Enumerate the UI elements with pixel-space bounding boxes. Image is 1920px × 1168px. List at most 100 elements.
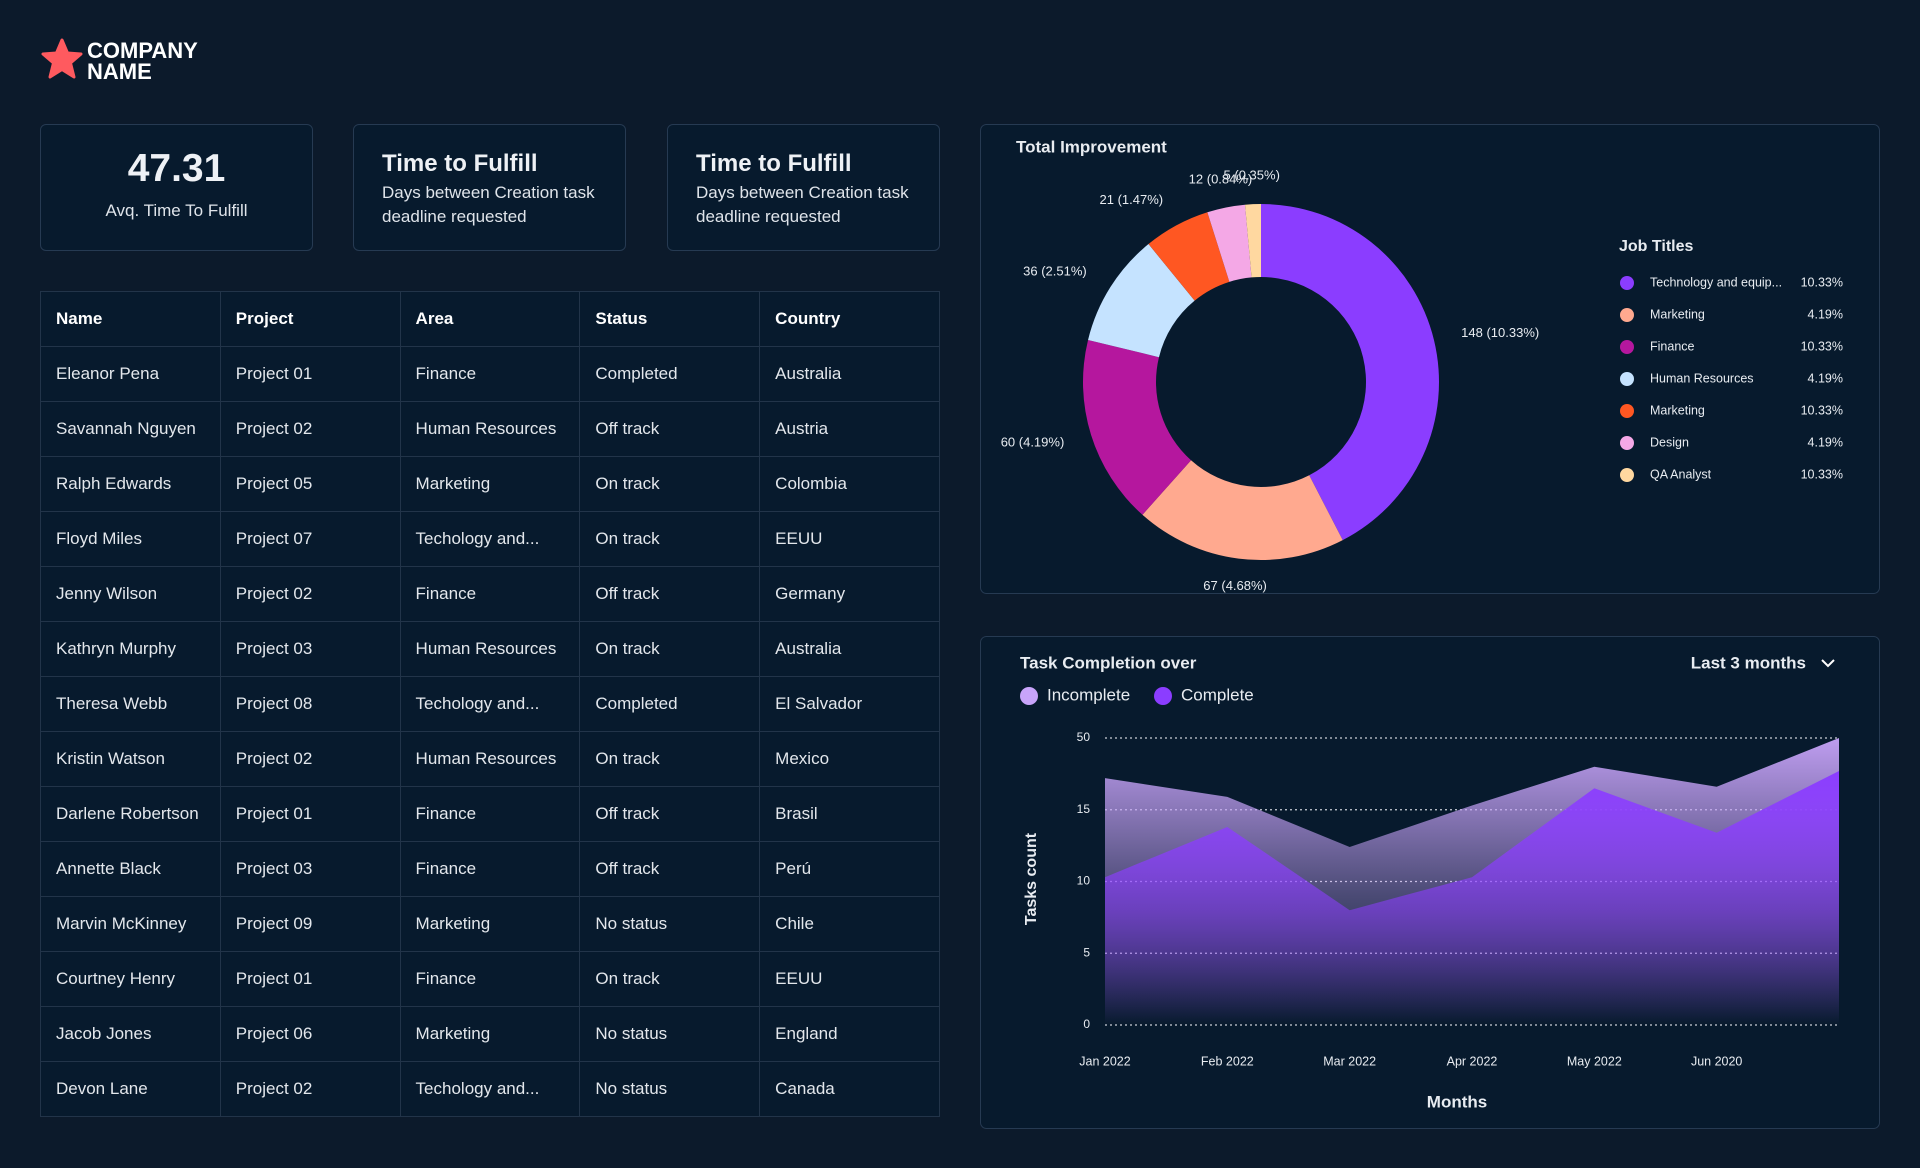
legend-name: Technology and equip... — [1650, 275, 1782, 289]
table-cell: Human Resources — [399, 731, 581, 787]
legend-value: 4.19% — [1808, 307, 1843, 321]
table-cell: Off track — [579, 786, 761, 842]
table-cell: EEUU — [759, 511, 940, 567]
table-cell: Finance — [399, 841, 581, 897]
table-cell: Kathryn Murphy — [40, 621, 221, 677]
table-row: Kathryn Murphy Project 03 Human Resources O… — [40, 621, 940, 677]
table-cell: Marvin McKinney — [40, 896, 221, 952]
table-cell: Canada — [759, 1061, 940, 1117]
column-header: Country — [759, 291, 940, 347]
y-tick-label: 50 — [1077, 730, 1091, 744]
y-tick-label: 5 — [1083, 945, 1090, 959]
area — [1105, 771, 1839, 1025]
table-cell: Kristin Watson — [40, 731, 221, 787]
kpi-text: Days between Creation task deadline requ… — [696, 183, 909, 226]
kpi-title: Time to Fulfill — [382, 150, 538, 177]
table-row: Floyd Miles Project 07 Techology and... On … — [40, 511, 940, 567]
table-cell: Courtney Henry — [40, 951, 221, 1007]
table-row: Savannah Nguyen Project 02 Human Resources… — [40, 401, 940, 457]
table-cell: Colombia — [759, 456, 940, 512]
dropdown-chevron[interactable] — [1821, 659, 1835, 668]
table-cell: Marketing — [399, 456, 581, 512]
chart-title: Total Improvement — [1016, 137, 1167, 156]
legend-value: 4.19% — [1808, 435, 1843, 449]
logo-icon — [41, 38, 83, 79]
legend-name: Human Resources — [1650, 371, 1754, 385]
table-row: Devon Lane Project 02 Techology and... No s… — [40, 1061, 940, 1117]
legend-dot — [1020, 687, 1038, 705]
dropdown[interactable]: Last 3 months — [1691, 653, 1806, 672]
table-row: Jenny Wilson Project 02 Finance Off track Ge… — [40, 566, 940, 622]
table-cell: Finance — [399, 951, 581, 1007]
legend-label: Incomplete — [1047, 685, 1130, 704]
legend-dot — [1620, 276, 1634, 290]
table-cell: Eleanor Pena — [40, 346, 221, 402]
table-cell: Project 01 — [219, 786, 401, 842]
kpi-card: Time to Fulfill Days between Creation ta… — [353, 124, 626, 251]
slice-label: 21 (1.47%) — [1100, 192, 1164, 207]
table-cell: Chile — [759, 896, 940, 952]
slice-label: 67 (4.68%) — [1203, 578, 1267, 593]
table-cell: El Salvador — [759, 676, 940, 732]
y-tick-label: 15 — [1077, 802, 1091, 816]
legend-name: Marketing — [1650, 403, 1705, 417]
table-cell: Project 02 — [219, 1061, 401, 1117]
x-tick-label: Mar 2022 — [1323, 1054, 1376, 1068]
table-cell: On track — [579, 951, 761, 1007]
x-tick-label: Jan 2022 — [1079, 1054, 1130, 1068]
table-row: Darlene Robertson Project 01 Finance Off tr… — [40, 786, 940, 842]
legend-dot — [1154, 687, 1172, 705]
y-tick-label: 10 — [1077, 874, 1091, 888]
table-cell: Project 07 — [219, 511, 401, 567]
table-row: Eleanor Pena Project 01 Finance Completed Au… — [40, 346, 940, 402]
table-row: Theresa Webb Project 08 Techology and... Co… — [40, 676, 940, 732]
table-cell: Savannah Nguyen — [40, 401, 221, 457]
column-header: Project — [219, 291, 401, 347]
table-cell: Darlene Robertson — [40, 786, 221, 842]
donut-slice — [1261, 204, 1439, 541]
table-cell: Brasil — [759, 786, 940, 842]
charts: Total Improvement 148 (10.33%) 67 (4.68%) 6… — [980, 124, 1880, 1129]
table-cell: Australia — [759, 621, 940, 677]
table-cell: Jacob Jones — [40, 1006, 221, 1062]
x-tick-label: Apr 2022 — [1447, 1054, 1498, 1068]
table-cell: Project 01 — [219, 346, 401, 402]
table-cell: No status — [579, 1006, 761, 1062]
table-cell: Germany — [759, 566, 940, 622]
table-row: Jacob Jones Project 06 Marketing No status E… — [40, 1006, 940, 1062]
table-cell: Floyd Miles — [40, 511, 221, 567]
donut-slice — [1148, 212, 1230, 301]
chart-title: Task Completion over — [1020, 653, 1197, 672]
y-axis-label: Tasks count — [1023, 832, 1040, 925]
slice-label: 36 (2.51%) — [1023, 264, 1087, 279]
legend-value: 10.33% — [1801, 467, 1843, 481]
table-cell: Ralph Edwards — [40, 456, 221, 512]
legend-title: Job Titles — [1619, 238, 1693, 255]
table-row: Marvin McKinney Project 09 Marketing No sta… — [40, 896, 940, 952]
donut-slice — [1088, 244, 1195, 358]
x-tick-label: Jun 2020 — [1691, 1054, 1742, 1068]
table-cell: Annette Black — [40, 841, 221, 897]
donut-slice — [1244, 204, 1261, 278]
column-header: Area — [399, 291, 581, 347]
legend-label: Complete — [1181, 685, 1254, 704]
table-cell: On track — [579, 621, 761, 677]
table-cell: On track — [579, 456, 761, 512]
kpi-label: Avq. Time To Fulfill — [105, 201, 248, 220]
donut-slice — [1083, 339, 1192, 515]
table-cell: Project 05 — [219, 456, 401, 512]
slice-label: 12 (0.84%) — [1189, 171, 1253, 186]
table-cell: Project 01 — [219, 951, 401, 1007]
legend-value: 10.33% — [1801, 275, 1843, 289]
brand: COMPANY NAME — [87, 38, 198, 83]
table-cell: Project 03 — [219, 621, 401, 677]
table-cell: Project 02 — [219, 731, 401, 787]
table-cell: Human Resources — [399, 621, 581, 677]
legend-name: QA Analyst — [1650, 467, 1712, 481]
table-cell: Perú — [759, 841, 940, 897]
x-tick-label: May 2022 — [1567, 1054, 1622, 1068]
table-cell: Austria — [759, 401, 940, 457]
brand-line: COMPANY — [87, 38, 198, 63]
slice-label: 5 (0.35%) — [1224, 168, 1280, 183]
